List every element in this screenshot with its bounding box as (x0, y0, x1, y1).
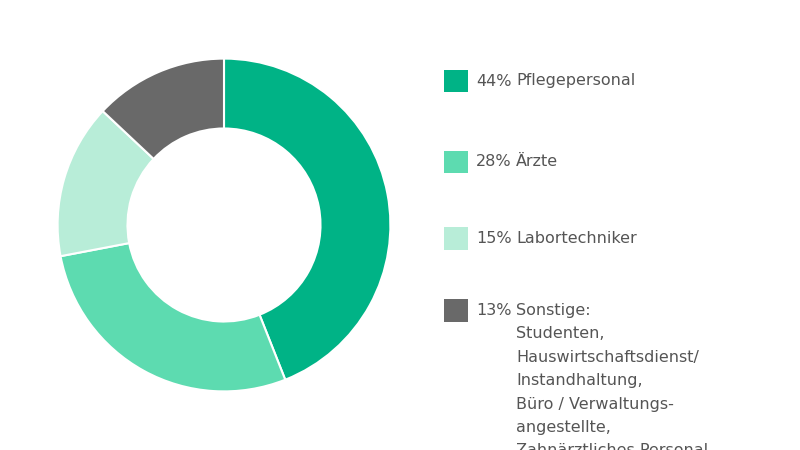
Text: Sonstige:: Sonstige: (516, 303, 590, 318)
Text: 28%: 28% (476, 154, 512, 170)
Wedge shape (61, 243, 286, 392)
Text: angestellte,: angestellte, (516, 420, 611, 435)
Wedge shape (224, 58, 390, 380)
Text: Studenten,: Studenten, (516, 326, 605, 342)
Text: Büro / Verwaltungs-: Büro / Verwaltungs- (516, 396, 674, 412)
Wedge shape (102, 58, 224, 159)
Text: 44%: 44% (476, 73, 511, 89)
Text: 15%: 15% (476, 231, 512, 246)
Text: 13%: 13% (476, 303, 511, 318)
Text: Hauswirtschaftsdienst/: Hauswirtschaftsdienst/ (516, 350, 699, 365)
Text: Pflegepersonal: Pflegepersonal (516, 73, 635, 89)
Wedge shape (58, 111, 154, 256)
Text: Zahnärztliches Personal,: Zahnärztliches Personal, (516, 443, 714, 450)
Text: Instandhaltung,: Instandhaltung, (516, 373, 642, 388)
Text: Labortechniker: Labortechniker (516, 231, 637, 246)
Text: Ärzte: Ärzte (516, 154, 558, 170)
